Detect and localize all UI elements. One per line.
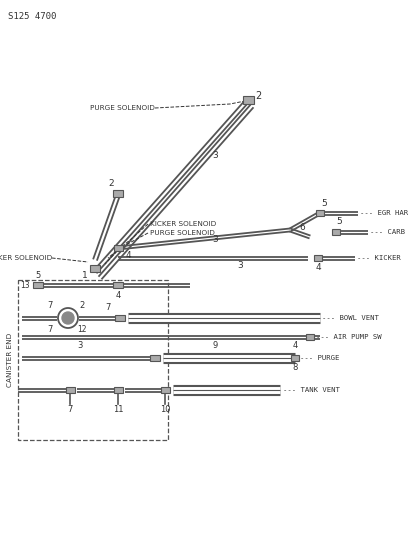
Text: 1: 1 xyxy=(82,271,88,280)
Text: 5: 5 xyxy=(321,199,327,208)
Text: 3: 3 xyxy=(212,150,218,159)
Text: KICKER SOLENOID: KICKER SOLENOID xyxy=(150,221,216,227)
Text: 2: 2 xyxy=(108,179,114,188)
Text: 3: 3 xyxy=(237,261,243,270)
Bar xyxy=(33,282,43,288)
Text: --- PURGE: --- PURGE xyxy=(300,355,339,361)
Bar xyxy=(113,190,123,197)
Text: --- CARB: --- CARB xyxy=(370,229,405,235)
Text: 3: 3 xyxy=(77,342,83,351)
Bar xyxy=(18,280,168,440)
Text: --- TANK VENT: --- TANK VENT xyxy=(283,387,340,393)
Bar xyxy=(314,255,322,261)
Text: 13: 13 xyxy=(20,280,30,289)
Text: 7: 7 xyxy=(67,405,73,414)
Bar xyxy=(316,210,324,216)
Bar xyxy=(306,334,314,340)
Text: 12: 12 xyxy=(77,326,87,335)
Text: 4: 4 xyxy=(125,252,131,261)
Text: 4: 4 xyxy=(293,342,297,351)
Text: 8: 8 xyxy=(292,364,298,373)
Bar xyxy=(291,355,299,361)
Text: --- AIR PUMP SW: --- AIR PUMP SW xyxy=(316,334,381,340)
Text: 7: 7 xyxy=(47,302,53,311)
Text: 7: 7 xyxy=(47,326,53,335)
Text: --- EGR HARNESS: --- EGR HARNESS xyxy=(360,210,408,216)
Circle shape xyxy=(62,312,74,324)
Text: --- KICKER: --- KICKER xyxy=(357,255,401,261)
Text: 2: 2 xyxy=(255,91,261,101)
Text: 9: 9 xyxy=(213,342,217,351)
Bar xyxy=(90,264,100,271)
Text: CANISTER END: CANISTER END xyxy=(7,333,13,387)
Text: 2: 2 xyxy=(80,302,84,311)
Bar xyxy=(332,229,340,235)
Text: --- BOWL VENT: --- BOWL VENT xyxy=(322,315,379,321)
Text: PURGE SOLENOID: PURGE SOLENOID xyxy=(150,230,215,236)
Bar xyxy=(242,96,253,104)
Text: 11: 11 xyxy=(113,405,123,414)
Bar xyxy=(160,387,169,393)
Text: 4: 4 xyxy=(115,290,121,300)
Text: S125 4700: S125 4700 xyxy=(8,12,56,21)
Text: PURGE SOLENOID: PURGE SOLENOID xyxy=(90,105,155,111)
Bar xyxy=(66,387,75,393)
Text: 7: 7 xyxy=(105,303,111,312)
Text: 5: 5 xyxy=(336,217,342,227)
Bar xyxy=(150,355,160,361)
Text: 4: 4 xyxy=(315,263,321,272)
Text: 3: 3 xyxy=(212,236,218,245)
Bar xyxy=(113,387,122,393)
Text: 10: 10 xyxy=(160,405,170,414)
Bar xyxy=(115,315,125,321)
Text: 6: 6 xyxy=(299,223,305,232)
Text: 5: 5 xyxy=(35,271,41,280)
Bar xyxy=(113,282,123,288)
Bar xyxy=(113,245,122,251)
Text: KICKER SOLENOID: KICKER SOLENOID xyxy=(0,255,52,261)
